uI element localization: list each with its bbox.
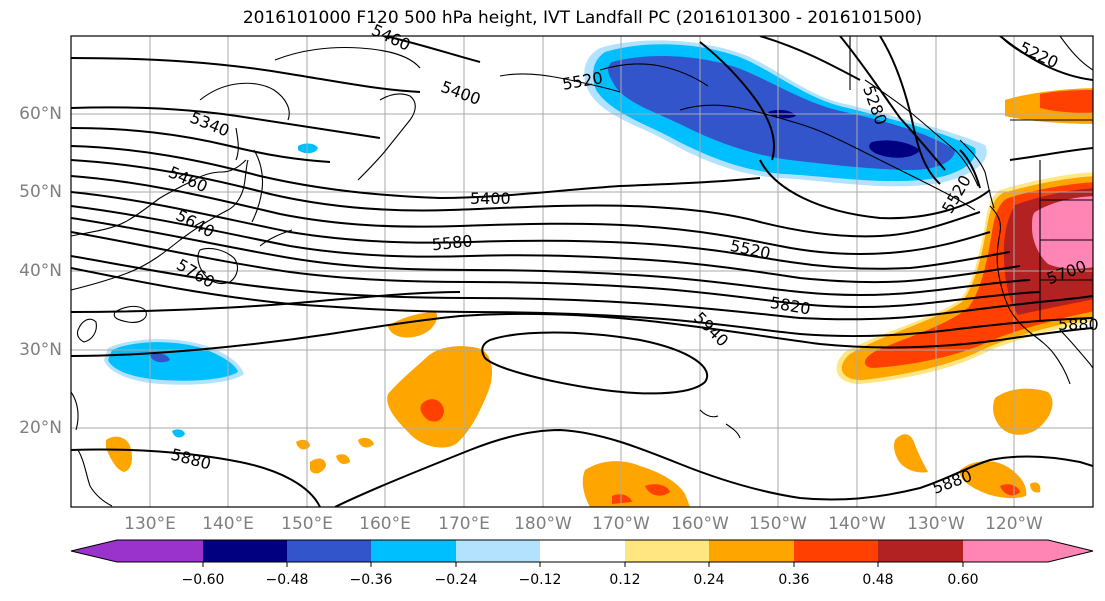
positive-anomaly-south-core-2 — [612, 494, 632, 504]
contour-label: 5940 — [690, 308, 732, 350]
colorbar-tick-label: −0.12 — [518, 572, 562, 588]
colorbar-tick-label: 0.24 — [693, 572, 725, 588]
lon-label: 130°W — [907, 514, 965, 534]
contour-label: 5520 — [728, 236, 772, 263]
lat-label: 30°N — [19, 340, 62, 360]
colorbar-tick-label: 0.60 — [947, 572, 979, 588]
map-frame — [70, 35, 1094, 508]
lon-label: 170°E — [438, 514, 490, 534]
lon-label: 120°W — [985, 514, 1043, 534]
lon-label: 130°E — [124, 514, 176, 534]
colorbar-tick-label: 0.36 — [778, 572, 810, 588]
positive-anomaly-central-core — [420, 399, 444, 422]
positive-anomaly-central-2 — [388, 312, 438, 338]
height-contours — [71, 36, 1093, 507]
colorbar-tick-label: 0.48 — [862, 572, 894, 588]
positive-anomaly-east-small — [1030, 482, 1041, 493]
contour-label: 5580 — [431, 231, 473, 254]
lon-label: 160°E — [359, 514, 411, 534]
colorbar — [70, 539, 1094, 567]
negative-anomaly-core — [869, 140, 920, 158]
contour-label: 5880 — [169, 445, 213, 474]
lon-label: 150°E — [281, 514, 333, 534]
colorbar-extend-high — [1048, 540, 1093, 562]
positive-anomaly-east-core — [1000, 484, 1020, 496]
lon-label: 150°W — [749, 514, 807, 534]
colorbar-tick-label: −0.60 — [181, 572, 225, 588]
positive-anomaly-east — [894, 434, 928, 473]
positive-anomaly-south — [582, 461, 690, 507]
colorbar-tick-label: −0.36 — [349, 572, 393, 588]
lon-label: 180°W — [514, 514, 572, 534]
contour-label: 5760 — [173, 255, 218, 292]
graticule — [71, 36, 1093, 507]
positive-anomaly-east-2 — [993, 388, 1053, 435]
positive-anomaly-small-4 — [336, 454, 350, 464]
positive-anomaly-south-core — [645, 484, 670, 496]
positive-anomaly-central — [387, 346, 493, 448]
positive-anomaly-small-2 — [296, 439, 310, 450]
colorbar-tick-label: −0.48 — [265, 572, 309, 588]
lon-label: 140°E — [202, 514, 254, 534]
positive-anomaly-core — [1032, 196, 1093, 269]
contour-label: 5400 — [470, 189, 511, 208]
positive-anomaly-small — [310, 458, 326, 474]
positive-anomaly-small-3 — [358, 437, 374, 448]
colorbar-tick-label: 0.12 — [609, 572, 641, 588]
contour-label: 5880 — [930, 466, 975, 498]
contour-label: 5880 — [1058, 315, 1099, 334]
contour-label: 5640 — [173, 205, 218, 241]
contour-label: 5400 — [438, 77, 483, 109]
colorbar-extend-low — [71, 540, 117, 562]
lon-label: 160°W — [671, 514, 729, 534]
lat-label: 20°N — [19, 418, 62, 438]
lat-label: 50°N — [19, 182, 62, 202]
negative-anomaly-west-pacific-2 — [108, 342, 238, 381]
map-title: 2016101000 F120 500 hPa height, IVT Land… — [242, 8, 923, 28]
lat-label: 40°N — [19, 261, 62, 281]
lon-label: 170°W — [592, 514, 650, 534]
negative-anomaly-west-pacific-3 — [150, 353, 170, 363]
contour-label: 5220 — [1016, 38, 1061, 72]
lat-label: 60°N — [19, 104, 62, 124]
lon-label: 140°W — [828, 514, 886, 534]
negative-anomaly-small — [298, 143, 318, 154]
positive-anomaly-northeast-2 — [1040, 90, 1093, 113]
positive-anomaly-west — [106, 436, 132, 472]
colorbar-tick-label: −0.24 — [434, 572, 478, 588]
negative-anomaly-small-2 — [172, 429, 185, 438]
